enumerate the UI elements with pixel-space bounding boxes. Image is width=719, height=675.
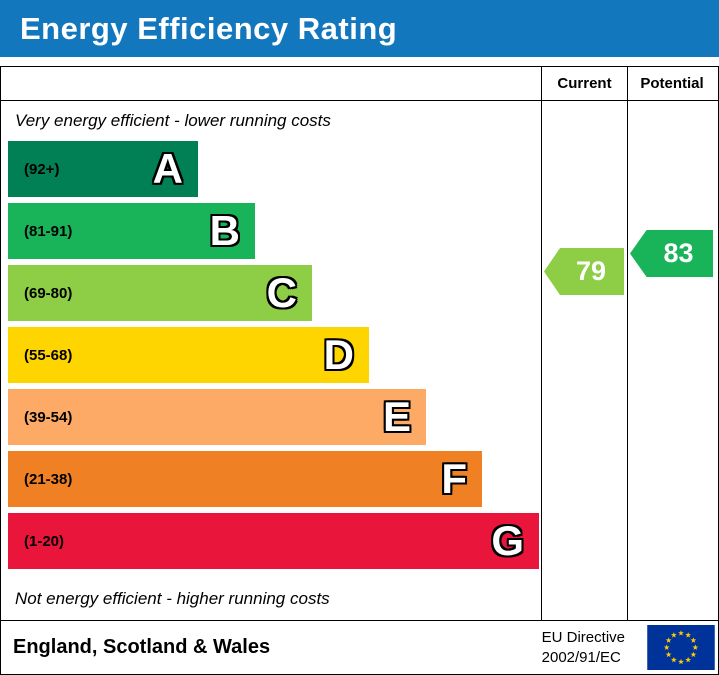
header-spacer-cell [1,67,541,100]
top-caption: Very energy efficient - lower running co… [15,111,331,130]
table-body-row: Very energy efficient - lower running co… [1,101,718,620]
band-f-range: (21-38) [24,470,73,488]
band-b-letter: B [209,207,240,254]
eu-flag-icon [647,625,715,670]
title-banner: Energy Efficiency Rating [0,0,719,57]
band-c-range: (69-80) [24,284,73,302]
rating-bands: (92+) A (81-91) B (69-80) C (55-68) D (39-54) E (2… [1,141,541,569]
band-b-range: (81-91) [24,222,73,240]
current-column-header: Current [541,67,627,100]
current-rating-value: 79 [575,256,607,286]
band-g-range: (1-20) [24,532,65,550]
region-label: England, Scotland & Wales [13,636,271,658]
band-f-letter: F [441,455,467,502]
potential-rating-arrow: 83 [630,230,713,277]
band-a: (92+) A [8,141,198,197]
current-rating-arrow: 79 [544,248,624,295]
band-e: (39-54) E [8,389,426,445]
band-c: (69-80) C [8,265,312,321]
band-g: (1-20) G [8,513,539,569]
band-d-letter: D [323,331,354,378]
band-d: (55-68) D [8,327,369,383]
eu-directive-line2: 2002/91/EC [541,648,621,666]
eu-directive-label: EU Directive 2002/91/EC [542,628,625,667]
band-a-letter: A [152,145,183,192]
potential-column-header: Potential [627,67,716,100]
band-a-range: (92+) [24,160,60,178]
potential-rating-value: 83 [663,238,694,268]
table-header-row: Current Potential [1,67,718,101]
band-e-letter: E [382,393,411,440]
band-d-range: (55-68) [24,346,73,364]
band-b: (81-91) B [8,203,255,259]
band-f: (21-38) F [8,451,482,507]
band-g-letter: G [491,517,524,564]
current-rating-cell: 79 [541,101,627,620]
potential-rating-cell: 83 [627,101,716,620]
band-c-letter: C [266,269,297,316]
page-title: Energy Efficiency Rating [20,10,398,46]
rating-table: Current Potential Very energy efficient … [0,66,719,675]
table-footer-row: England, Scotland & Wales EU Directive 2… [1,620,718,674]
bottom-caption: Not energy efficient - higher running co… [15,589,330,608]
band-e-range: (39-54) [24,408,73,426]
eu-directive-line1: EU Directive [541,629,625,646]
bands-area: Very energy efficient - lower running co… [1,101,541,620]
